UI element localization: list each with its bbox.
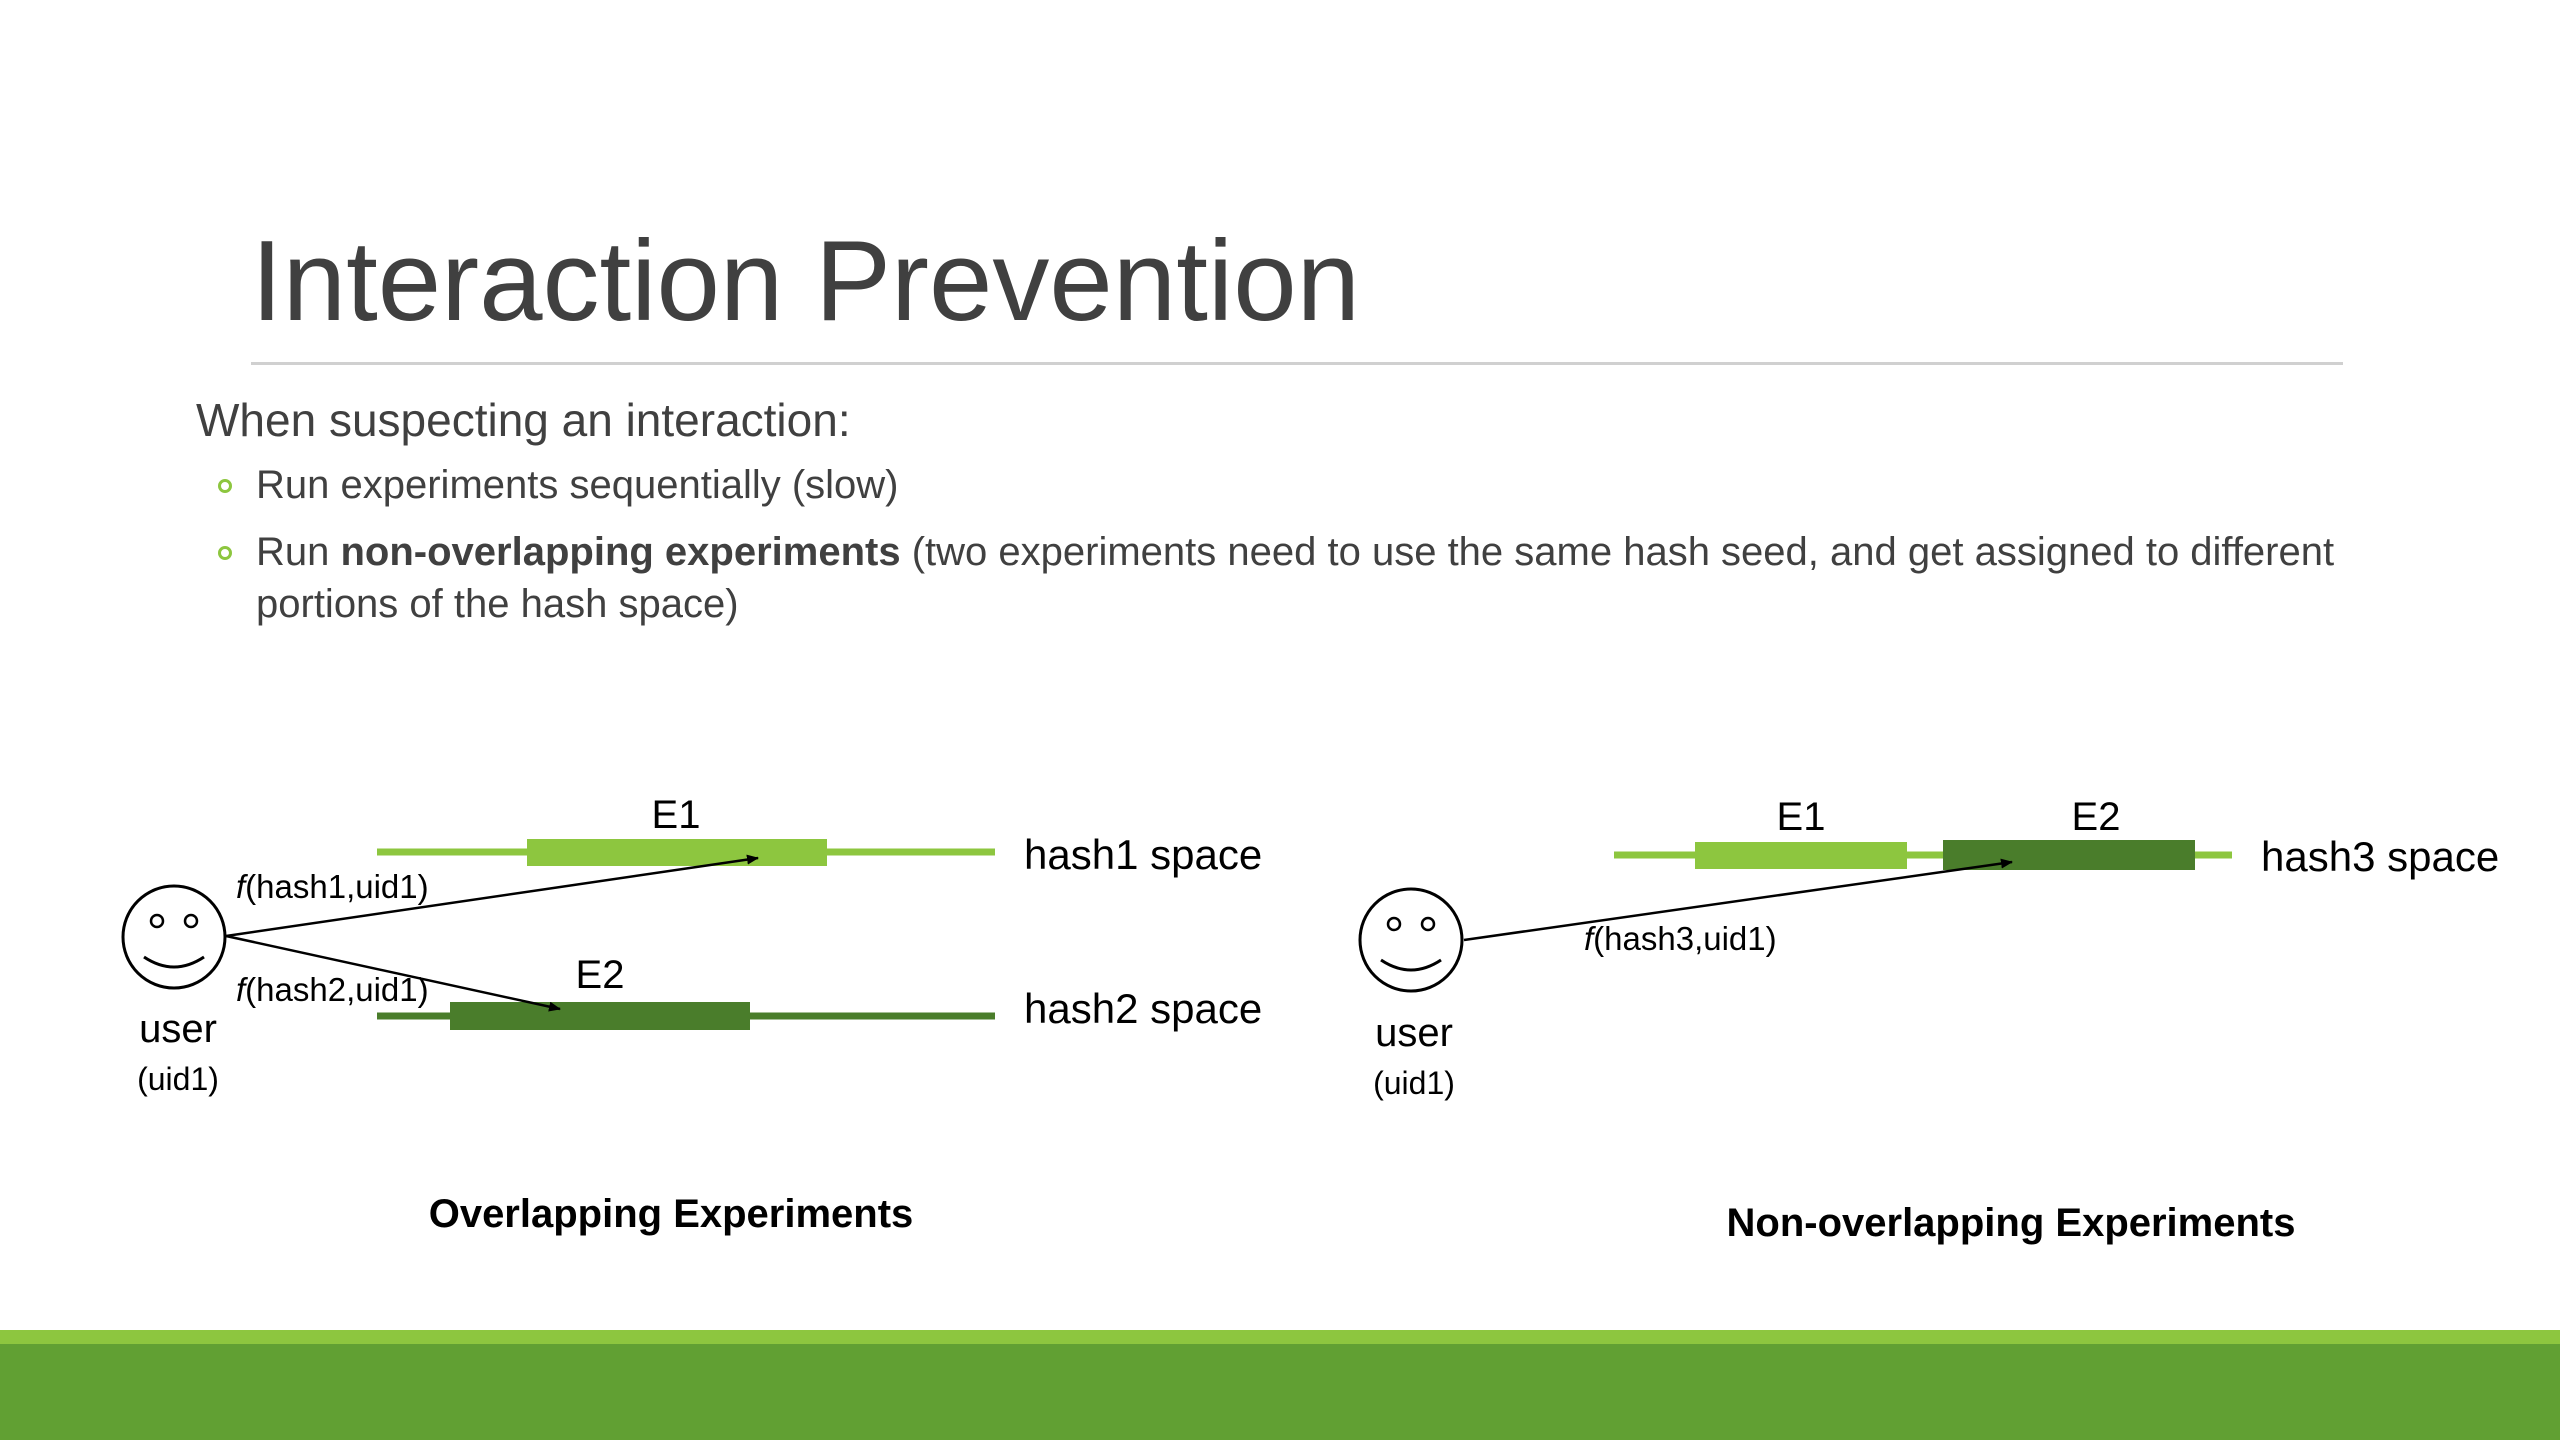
arrow-user-to-e2-hash3	[1463, 858, 2013, 942]
user-id-overlapping: (uid1)	[137, 1061, 219, 1097]
user-label-non-overlapping: user	[1375, 1011, 1453, 1055]
e1-segment-hash1	[527, 839, 827, 866]
bullet-2-bold: non-overlapping experiments	[340, 530, 901, 574]
function-args-hash2: (hash2,uid1)	[245, 971, 428, 1008]
overlapping-diagram: E1 hash1 space E2 hash2 space user (uid1…	[121, 793, 1262, 1236]
e1-label-hash3: E1	[1777, 795, 1826, 839]
hash3-space-label: hash3 space	[2261, 833, 2499, 880]
user-icon-overlapping	[121, 884, 227, 990]
caption-overlapping: Overlapping Experiments	[429, 1192, 914, 1236]
footer-accent-stripe	[0, 1330, 2560, 1344]
user-id-non-overlapping: (uid1)	[1373, 1065, 1455, 1101]
e1-label-hash1: E1	[652, 793, 701, 837]
caption-non-overlapping: Non-overlapping Experiments	[1727, 1201, 2296, 1245]
footer-bar	[0, 1344, 2560, 1440]
arrow-user-to-e1	[225, 854, 759, 938]
function-label-hash1: f(hash1,uid1)	[236, 868, 429, 905]
function-label-hash2: f(hash2,uid1)	[236, 971, 429, 1008]
arrow-user-to-e2	[225, 934, 561, 1012]
function-args-hash3: (hash3,uid1)	[1593, 920, 1776, 957]
slide-title: Interaction Prevention	[251, 218, 1360, 345]
title-divider	[251, 362, 2343, 365]
bullet-2-prefix: Run	[256, 530, 341, 574]
e2-label-hash2: E2	[576, 953, 625, 997]
e2-segment-hash2	[450, 1002, 750, 1030]
bullet-1-text: Run experiments sequentially (slow)	[256, 463, 899, 507]
lead-text: When suspecting an interaction:	[196, 394, 851, 446]
hash1-space-label: hash1 space	[1024, 831, 1262, 878]
bullet-marker-2	[218, 546, 232, 560]
function-args-hash1: (hash1,uid1)	[245, 868, 428, 905]
user-icon-non-overlapping	[1358, 887, 1464, 993]
bullet-1: Run experiments sequentially (slow)	[256, 459, 2386, 511]
hash2-space-label: hash2 space	[1024, 985, 1262, 1032]
e1-segment-hash3	[1695, 842, 1907, 869]
bullet-2: Run non-overlapping experiments (two exp…	[256, 526, 2386, 630]
bullet-marker-1	[218, 479, 232, 493]
bullet-2-suffix: (two experiments need to use the same ha…	[256, 530, 2335, 626]
function-label-hash3: f(hash3,uid1)	[1584, 920, 1777, 957]
non-overlapping-diagram: E1 E2 hash3 space user (uid1) f(hash3,ui…	[1358, 795, 2499, 1245]
e2-label-hash3: E2	[2072, 795, 2121, 839]
user-label-overlapping: user	[139, 1007, 217, 1051]
